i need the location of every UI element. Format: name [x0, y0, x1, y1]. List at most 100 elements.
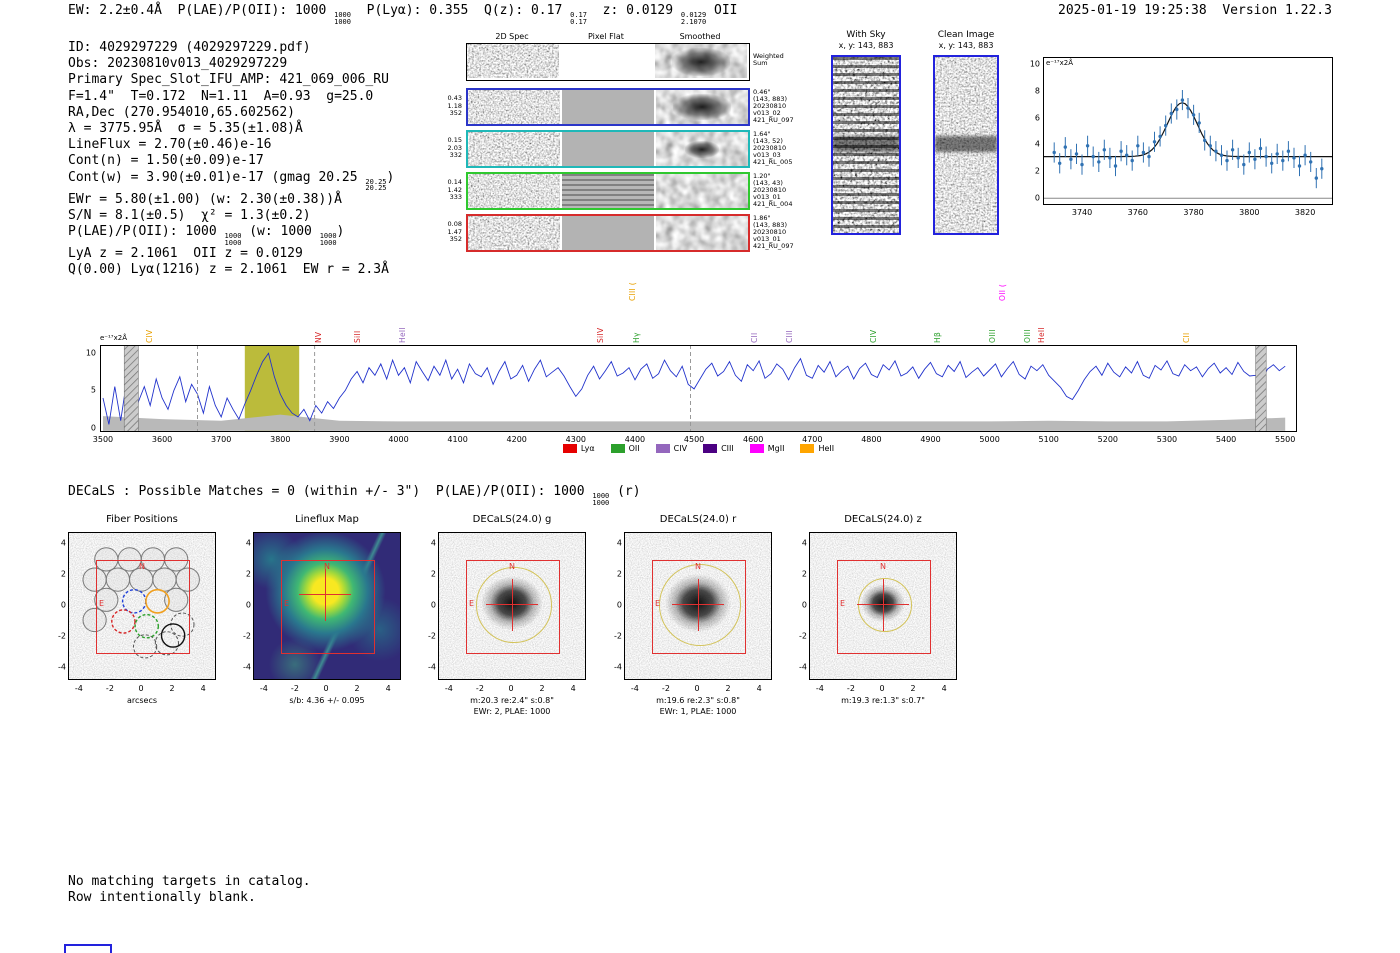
text-segment: ): [336, 224, 345, 240]
info-block: ID: 4029297229 (4029297229.pdf) Obs: 2023…: [68, 40, 394, 278]
legend-label: OII: [628, 444, 640, 453]
noise-texture: [69, 533, 215, 679]
fiber-circle: [145, 588, 170, 614]
panel-caption: m:19.3 re:1.3" s:0.7": [841, 696, 925, 705]
emission-line-label: CII: [1181, 332, 1191, 343]
y-tick-label: 0: [801, 600, 807, 610]
stacked-fraction: 20.25 20.25: [365, 177, 387, 193]
y-tick-label: -4: [428, 662, 436, 672]
source-band: [935, 136, 997, 153]
footer-line: Row intentionally blank.: [68, 890, 256, 906]
cutout-row-id: 1.86" (143, 883) 20230810 v013_01 421_RU…: [753, 214, 794, 250]
x-tick-label: 2: [725, 684, 731, 693]
noise-texture: [468, 216, 560, 250]
fiber-overlay: [82, 547, 200, 659]
emission-line-label: CIV: [868, 329, 878, 343]
x-tick-label: 4: [570, 684, 576, 693]
noise-texture: [468, 90, 560, 124]
y-tick-label: -4: [614, 662, 622, 672]
cutout-row-stats: 0.15 2.03 332: [447, 136, 462, 159]
info-line: F=1.4" T=0.172 N=1.11 A=0.93 g=25.0: [68, 89, 394, 105]
info-line: λ = 3775.95Å σ = 5.35(±1.08)Å: [68, 121, 394, 137]
fiber-circle: [111, 609, 136, 634]
data-point: [1058, 161, 1062, 165]
text-segment: Cont(n) = 1.50(±0.09)e-17: [68, 153, 264, 169]
x-tick-label: 3760: [1127, 208, 1148, 217]
data-point: [1141, 150, 1146, 155]
y-tick-label: 0: [245, 600, 251, 610]
y-tick-label: 2: [430, 569, 436, 579]
data-point: [1063, 145, 1067, 149]
lineflux-map: [254, 533, 400, 679]
panel-caption: arcsecs: [126, 696, 158, 705]
data-point: [1270, 161, 1274, 165]
data-point: [1236, 156, 1240, 160]
emission-blob: [671, 48, 731, 76]
data-point: [1320, 167, 1324, 171]
legend-item: Lyα: [562, 444, 595, 453]
data-point: [1191, 113, 1196, 117]
pixel-flat: [562, 174, 654, 208]
cutout-cell: [468, 174, 560, 208]
line-fit-plot: e⁻¹⁷x2Å 3740 3760 3780 3800 3820 0 2 4 6 8 10: [1030, 57, 1333, 217]
x-tick-label: 5400: [1215, 435, 1237, 444]
y-tick-label: 2: [60, 569, 66, 579]
aperture-box: [466, 560, 560, 654]
decals-panel: DECaLS(24.0) g N E -4 -4 -2 -2 0 0 2 2 4 4 m:20.3 re:…: [406, 512, 606, 724]
cutout-row: [466, 43, 750, 81]
masked-region: [123, 344, 139, 433]
data-point: [1180, 98, 1185, 102]
aperture-box: [837, 560, 931, 654]
data-point: [1147, 154, 1151, 159]
x-tick-label: 0: [694, 684, 700, 693]
cutout-cell: [655, 44, 747, 80]
x-tick-label: 0: [138, 684, 144, 693]
info-line: Cont(n) = 1.50(±0.09)e-17: [68, 153, 394, 169]
text-segment: F=1.4" T=0.172 N=1.11 A=0.93 g=25.0: [68, 88, 374, 104]
data-point: [1297, 164, 1302, 168]
noise-texture: [468, 132, 560, 166]
x-tick-label: 4700: [802, 435, 823, 444]
data-point: [1130, 158, 1134, 163]
flux-units-label: e⁻¹⁷x2Å: [100, 334, 127, 342]
data-point: [1164, 123, 1168, 128]
data-point: [1275, 152, 1279, 156]
legend-swatch: [655, 444, 670, 453]
emission-blob: [685, 140, 719, 158]
data-point: [1119, 149, 1123, 153]
text-segment: z: 0.0129: [586, 3, 681, 18]
x-tick-label: 4: [941, 684, 947, 693]
data-point: [1125, 153, 1129, 157]
data-point: [1169, 111, 1173, 116]
y-tick-label: 0: [1034, 193, 1040, 203]
compass-north: N: [695, 562, 701, 571]
data-point: [1247, 150, 1251, 155]
x-tick-label: 4000: [388, 435, 409, 444]
compass-east: E: [655, 599, 661, 608]
data-point: [1052, 150, 1056, 155]
emission-line-label: HeII: [1036, 327, 1046, 343]
legend-item: CIV: [655, 444, 687, 453]
info-line: ID: 4029297229 (4029297229.pdf): [68, 40, 394, 56]
x-tick-label: -4: [630, 684, 639, 693]
x-tick-label: -4: [74, 684, 83, 693]
noise-texture: [656, 174, 748, 208]
panel-caption: s/b: 4.36 +/- 0.095: [289, 696, 365, 705]
emission-line-label: OIII: [987, 329, 997, 343]
compass-east: E: [284, 599, 290, 608]
col-header-smoothed: Smoothed: [679, 32, 721, 41]
x-tick-label: 2: [910, 684, 916, 693]
x-tick-label: 4900: [920, 435, 941, 444]
x-tick-label: -2: [475, 684, 484, 693]
y-tick-label: 0: [90, 423, 96, 433]
x-tick-label: 2: [354, 684, 360, 693]
crosshair-h: [299, 594, 351, 595]
noise-texture: [468, 174, 560, 208]
y-tick-label: -4: [243, 662, 251, 672]
x-tick-label: 4600: [742, 435, 764, 444]
stacked-fraction: 1000 1000: [334, 11, 351, 26]
y-tick-label: 4: [616, 538, 622, 548]
compass-east: E: [840, 599, 846, 608]
data-point: [1214, 149, 1218, 153]
pixel-flat: [562, 90, 654, 124]
